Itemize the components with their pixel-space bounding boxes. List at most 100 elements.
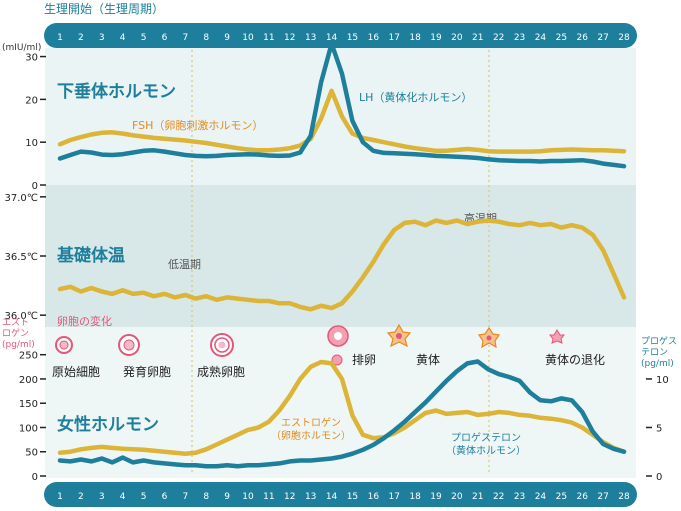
bbt-title: 基礎体温 bbox=[56, 245, 125, 266]
y-tick-label: 200 bbox=[19, 375, 38, 386]
mature-follicle-icon bbox=[210, 333, 234, 357]
y-tick-label: 250 bbox=[19, 351, 38, 362]
estrogen-line bbox=[57, 359, 627, 456]
estrogen-label: エストロゲン（卵胞ホルモン） bbox=[271, 417, 351, 442]
corpus-albicans-icon bbox=[549, 329, 565, 344]
developing-follicle-icon bbox=[118, 334, 140, 356]
day-label: 18 bbox=[409, 492, 421, 502]
day-label: 26 bbox=[576, 492, 588, 502]
day-label: 4 bbox=[120, 492, 126, 502]
day-label: 8 bbox=[203, 492, 209, 502]
day-label: 5 bbox=[141, 492, 147, 502]
day-label: 6 bbox=[162, 492, 168, 502]
primordial-follicle-icon bbox=[55, 336, 73, 354]
corpus-luteum-mature-icon bbox=[477, 326, 501, 349]
day-label: 28 bbox=[618, 33, 630, 43]
day-label: 21 bbox=[472, 492, 483, 502]
day-label: 16 bbox=[368, 33, 380, 43]
day-label: 13 bbox=[305, 33, 316, 43]
day-label: 1 bbox=[57, 33, 63, 43]
day-label: 15 bbox=[347, 492, 358, 502]
day-label: 12 bbox=[284, 33, 295, 43]
female-hormone-panel-bg bbox=[45, 327, 636, 478]
day-label: 7 bbox=[182, 492, 188, 502]
day-label: 14 bbox=[326, 33, 338, 43]
day-label: 10 bbox=[242, 33, 254, 43]
day-label: 14 bbox=[326, 492, 338, 502]
lh-line bbox=[57, 41, 627, 169]
day-label: 8 bbox=[203, 33, 209, 43]
day-label: 27 bbox=[597, 492, 608, 502]
y-tick-label: 100 bbox=[19, 423, 38, 434]
bbt-lines bbox=[57, 218, 627, 312]
day-strip-top bbox=[44, 23, 637, 48]
stage-ovulation: 排卵 bbox=[352, 353, 376, 367]
day-label: 28 bbox=[618, 492, 630, 502]
ovulation-icon bbox=[327, 325, 349, 366]
day-label: 25 bbox=[556, 492, 567, 502]
bbt-line bbox=[57, 218, 627, 312]
progesterone-label: プロゲステロン（黄体ホルモン） bbox=[446, 432, 526, 457]
y-tick-label: 30 bbox=[25, 53, 38, 64]
day-label: 20 bbox=[451, 492, 463, 502]
day-label: 22 bbox=[493, 492, 504, 502]
day-label: 24 bbox=[535, 492, 547, 502]
lh-label: LH（黄体化ホルモン） bbox=[359, 90, 472, 104]
day-label: 7 bbox=[182, 33, 188, 43]
day-label: 23 bbox=[514, 492, 525, 502]
day-label: 16 bbox=[368, 492, 380, 502]
cycle-header-label: 生理開始（生理周期） bbox=[44, 2, 164, 16]
day-label: 2 bbox=[78, 492, 84, 502]
day-label: 3 bbox=[99, 492, 105, 502]
day-label: 22 bbox=[493, 33, 504, 43]
day-label: 19 bbox=[430, 492, 442, 502]
day-label: 20 bbox=[451, 33, 463, 43]
female-hormone-title: 女性ホルモン bbox=[57, 414, 159, 435]
stage-mature: 成熟卵胞 bbox=[197, 364, 245, 379]
day-label: 9 bbox=[224, 33, 230, 43]
day-label: 11 bbox=[263, 492, 274, 502]
day-label: 15 bbox=[347, 33, 358, 43]
bbt-yticks: 36.0℃ 36.5℃ 37.0℃ bbox=[5, 193, 46, 322]
estrogen-axis-label: エストロゲン(pg/ml) bbox=[2, 318, 35, 350]
low-temp-label: 低温期 bbox=[168, 258, 201, 271]
progesterone-axis-label: プロゲステロン(pg/ml) bbox=[641, 335, 677, 369]
day-label: 24 bbox=[535, 33, 547, 43]
corpus-luteum-icon bbox=[386, 323, 412, 348]
day-label: 27 bbox=[597, 33, 608, 43]
y-tick-label: 36.0℃ bbox=[5, 311, 39, 322]
fsh-label: FSH（卵胞刺激ホルモン） bbox=[132, 118, 263, 132]
ovary-title: 卵胞の変化 bbox=[57, 314, 112, 328]
progesterone-yticks: 0 5 10 bbox=[646, 375, 669, 483]
day-label: 6 bbox=[162, 33, 168, 43]
y-tick-label: 37.0℃ bbox=[5, 193, 39, 204]
day-label: 18 bbox=[409, 33, 421, 43]
stage-corpus-luteum: 黄体 bbox=[416, 353, 440, 367]
day-label: 25 bbox=[556, 33, 567, 43]
day-label: 12 bbox=[284, 492, 295, 502]
y-tick-label: 0 bbox=[656, 472, 662, 483]
day-strip-bottom bbox=[44, 482, 637, 507]
stage-primordial: 原始細胞 bbox=[52, 365, 100, 379]
progesterone-line bbox=[57, 359, 627, 469]
y-tick-label: 5 bbox=[656, 423, 662, 434]
day-label: 4 bbox=[120, 33, 126, 43]
y-tick-label: 10 bbox=[656, 375, 669, 386]
pituitary-yticks: 0 10 20 30 bbox=[25, 53, 46, 192]
pituitary-lines bbox=[57, 41, 627, 169]
y-tick-label: 20 bbox=[25, 95, 38, 106]
y-tick-label: 10 bbox=[25, 138, 38, 149]
day-label: 21 bbox=[472, 33, 483, 43]
stage-luteal-regression: 黄体の退化 bbox=[545, 353, 605, 367]
day-label: 3 bbox=[99, 33, 105, 43]
y-tick-label: 150 bbox=[19, 399, 38, 410]
day-label: 19 bbox=[430, 33, 442, 43]
day-label: 9 bbox=[224, 492, 230, 502]
y-tick-label: 0 bbox=[32, 181, 38, 192]
day-labels-top: 1 2 3 4 5 6 7 8 9 10 11 12 13 14 15 16 17 18 19 20 21 22 23 24 2… bbox=[57, 33, 630, 43]
day-label: 13 bbox=[305, 492, 316, 502]
pituitary-title: 下垂体ホルモン bbox=[57, 81, 176, 102]
day-label: 1 bbox=[57, 492, 63, 502]
day-label: 17 bbox=[388, 492, 399, 502]
